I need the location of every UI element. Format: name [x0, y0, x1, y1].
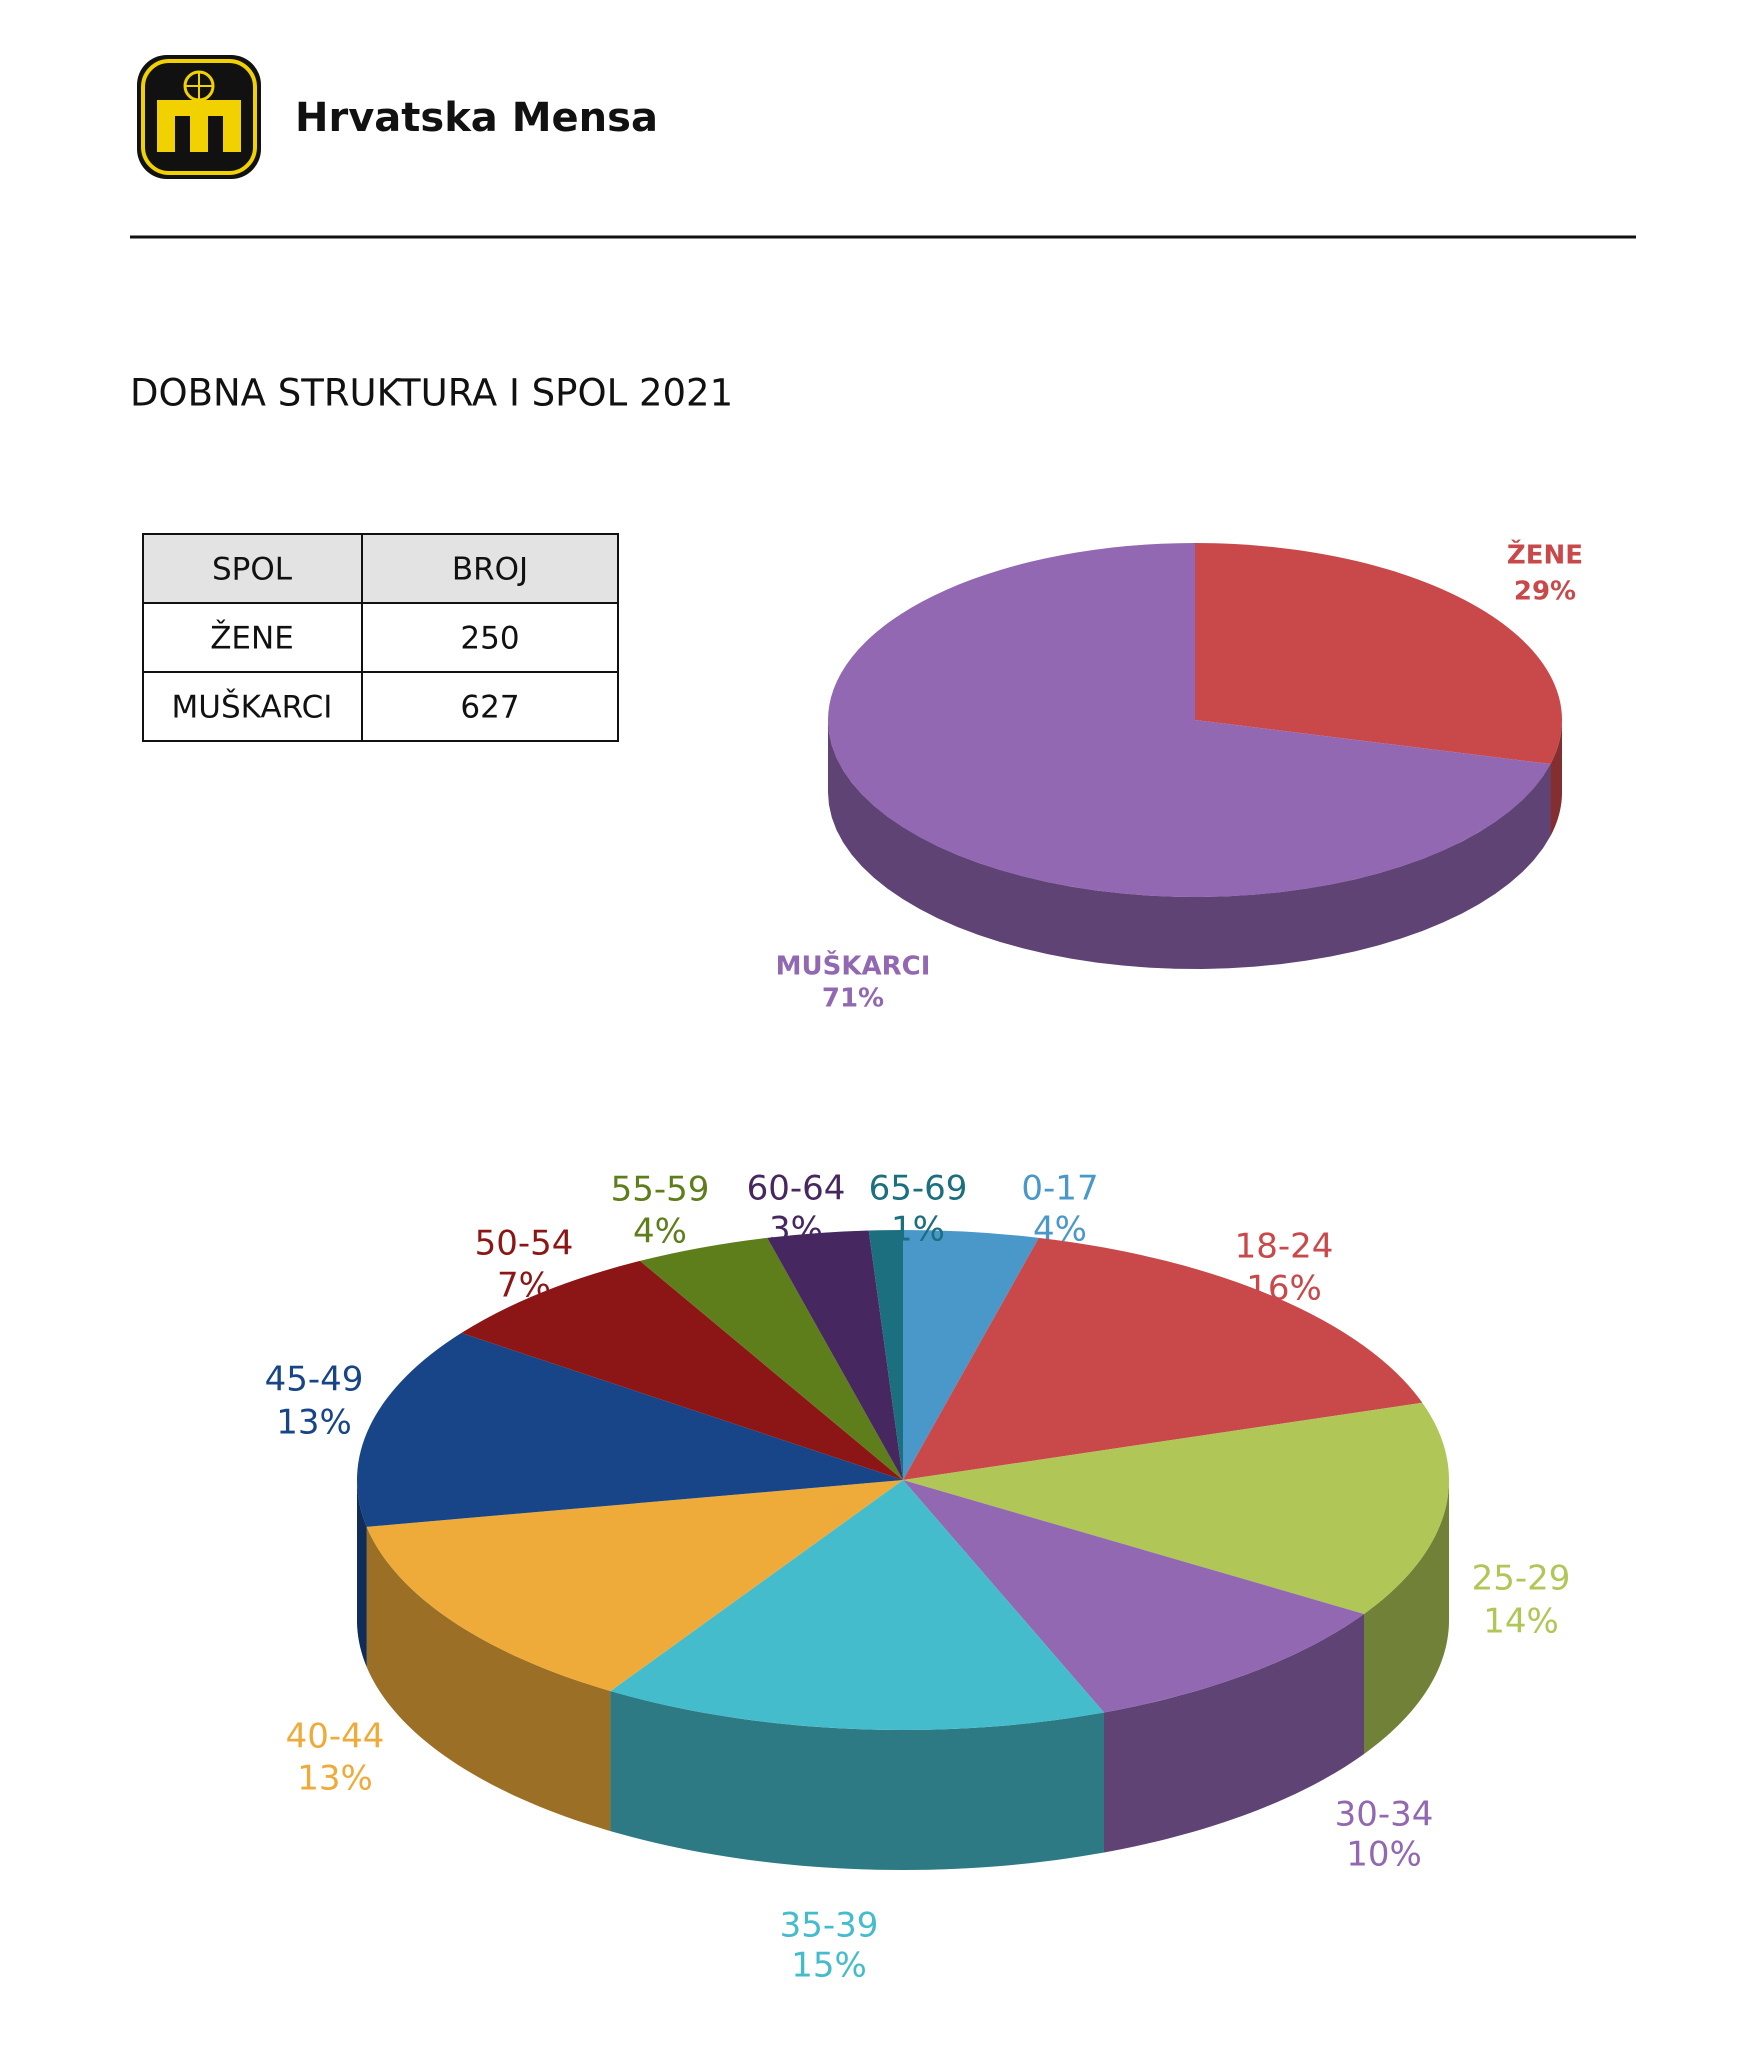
slice-side-shade: [828, 720, 1551, 969]
pie-slice: [903, 1402, 1449, 1614]
slice-side-shade: [1364, 1480, 1449, 1754]
pie-slice: [828, 543, 1551, 898]
pie-slice: [1195, 543, 1562, 765]
slice-value-label: 4%: [633, 1212, 687, 1252]
slice-label: MUŠKARCI: [776, 950, 931, 982]
slice-label: 65-69: [869, 1169, 968, 1209]
slice-side-shade: [610, 1691, 1104, 1870]
slice-value-label: 7%: [497, 1266, 551, 1306]
pie-slice: [903, 1237, 1423, 1480]
table-cell: 250: [460, 621, 519, 657]
pie-slice: [868, 1230, 903, 1480]
slice-label: 18-24: [1235, 1227, 1334, 1267]
slice-side-shade: [1103, 1613, 1365, 1853]
table-header: SPOL: [212, 552, 293, 588]
pie-slice: [767, 1230, 903, 1480]
slice-side: [366, 1526, 611, 1832]
slice-value-label: 16%: [1246, 1269, 1322, 1309]
table-cell: 627: [460, 690, 519, 726]
slice-value-label: 29%: [1514, 577, 1576, 607]
pie-slice: [903, 1230, 1039, 1480]
slice-side: [1103, 1613, 1365, 1853]
slice-side: [1550, 720, 1562, 837]
pie-slice: [639, 1237, 903, 1480]
table-cell: MUŠKARCI: [172, 689, 333, 726]
pie-slice: [366, 1480, 904, 1692]
slice-label: 50-54: [475, 1224, 574, 1264]
logo: [137, 55, 261, 179]
header-title: Hrvatska Mensa: [295, 95, 658, 141]
slice-side-shade: [366, 1526, 611, 1832]
slice-value-label: 15%: [791, 1946, 867, 1986]
slice-side-shade: [1550, 720, 1562, 837]
slice-label: 40-44: [286, 1717, 385, 1757]
slice-value-label: 10%: [1346, 1835, 1422, 1875]
table-cell: ŽENE: [210, 621, 294, 657]
slice-side-shade: [357, 1480, 367, 1667]
slice-label: 45-49: [265, 1360, 364, 1400]
pie-slice: [903, 1480, 1365, 1713]
slice-value-label: 3%: [769, 1210, 823, 1250]
page-title: DOBNA STRUKTURA I SPOL 2021: [130, 372, 733, 415]
slice-label: 60-64: [747, 1169, 846, 1209]
table-header: BROJ: [452, 552, 528, 588]
slice-label: 55-59: [611, 1170, 710, 1210]
pie-slice: [610, 1480, 1104, 1730]
slice-label: 25-29: [1472, 1559, 1571, 1599]
slice-label: ŽENE: [1507, 539, 1583, 571]
pie-slice: [357, 1333, 903, 1527]
slice-value-label: 14%: [1483, 1602, 1559, 1642]
slice-side: [610, 1691, 1104, 1870]
slice-side: [357, 1480, 367, 1667]
slice-side: [828, 720, 1551, 969]
slice-value-label: 13%: [297, 1759, 373, 1799]
pie-slice: [461, 1260, 903, 1480]
slice-label: 35-39: [780, 1906, 879, 1946]
slice-value-label: 13%: [276, 1403, 352, 1443]
slice-label: 0-17: [1021, 1169, 1098, 1209]
slice-value-label: 1%: [891, 1210, 945, 1250]
table: SPOL BROJ ŽENE 250 MUŠKARCI 627: [142, 533, 619, 742]
slice-value-label: 71%: [822, 984, 884, 1014]
slice-label: 30-34: [1335, 1795, 1434, 1835]
slice-side: [1364, 1480, 1449, 1754]
